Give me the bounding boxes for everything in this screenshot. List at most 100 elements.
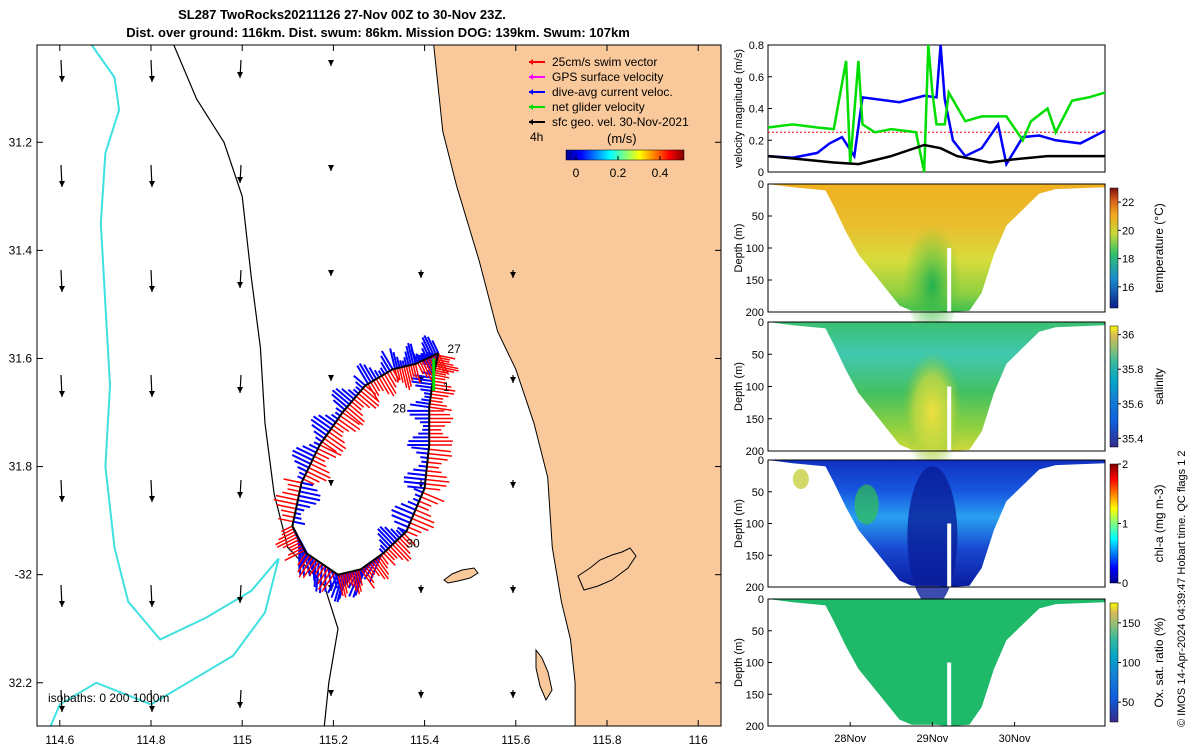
colorbar-tick-label: 150	[1122, 618, 1140, 630]
swim-vector	[332, 424, 344, 434]
colorbar-tick-label: 20	[1122, 225, 1134, 237]
dive-avg-vector	[358, 363, 372, 383]
colorbar-tick-label: 1	[1122, 519, 1128, 531]
dive-avg-vector	[292, 449, 313, 461]
dive-avg-vector	[415, 400, 430, 405]
dive-avg-vector	[368, 554, 383, 583]
dive-avg-vector	[391, 514, 411, 524]
vel-ytick-label: 0.4	[749, 104, 764, 116]
swim-vector	[273, 498, 298, 506]
dive-avg-vector	[354, 381, 364, 389]
swim-vector	[287, 546, 304, 556]
geo-arrow-head	[59, 706, 65, 712]
geo-arrow-head	[328, 480, 334, 486]
dive-avg-vector	[415, 384, 433, 389]
geo-arrow-head	[149, 496, 155, 502]
velocity-series	[767, 44, 1106, 173]
swim-vector	[362, 567, 375, 584]
vel-ytick-label: 0.2	[749, 135, 764, 147]
geo-arrow-head	[59, 496, 65, 502]
section-xtick-label: 30Nov	[999, 733, 1031, 745]
dive-avg-vector	[377, 532, 392, 548]
swim-vector	[321, 441, 337, 453]
geo-arrow-head	[237, 387, 243, 393]
dive-avg-vector	[318, 414, 334, 427]
dive-avg-vector	[297, 466, 308, 473]
legend-label: net glider velocity	[552, 100, 645, 114]
swim-vector	[428, 448, 451, 453]
isobath-1000m	[49, 45, 280, 726]
dive-avg-vector	[407, 472, 427, 477]
swim-vector	[317, 567, 330, 585]
dive-avg-vector	[396, 356, 401, 368]
geo-arrow-head	[328, 375, 334, 381]
track-day-label: 28	[393, 402, 407, 416]
swim-vector	[350, 571, 358, 592]
geo-arrow-head	[510, 482, 516, 488]
dive-avg-vector	[418, 464, 427, 468]
geo-arrow-head	[149, 286, 155, 292]
dive-avg-vector	[404, 351, 410, 366]
dive-avg-vector	[413, 487, 424, 494]
colorbar-tick-label: 50	[1122, 697, 1134, 709]
swim-vector	[315, 451, 330, 460]
track-day-label: 30	[406, 537, 420, 551]
section-ytick-label: 100	[746, 243, 764, 255]
speed-colorbar	[565, 149, 685, 161]
section-ytick-label: 200	[746, 446, 764, 458]
legend-label: sfc geo. vel. 30-Nov-2021	[552, 115, 689, 129]
swim-vector	[398, 367, 404, 383]
swim-vector	[407, 365, 413, 381]
dive-avg-vector	[293, 516, 302, 520]
geo-arrow-head	[237, 177, 243, 183]
swim-vector	[297, 554, 310, 573]
geo-arrow-head	[59, 286, 65, 292]
chl-max	[854, 484, 879, 525]
speed-tick-label: 0	[573, 166, 580, 180]
swim-vector	[346, 572, 351, 585]
dive-avg-vector	[324, 414, 337, 424]
section-ytick-label: 0	[758, 594, 764, 606]
swim-vector	[383, 373, 397, 395]
map-xtick-label: 115.6	[501, 733, 530, 747]
swim-vector	[288, 541, 301, 549]
map-xtick-label: 116	[689, 733, 708, 747]
swim-vector	[278, 517, 294, 523]
swim-vector	[341, 573, 348, 594]
section-ylabel: Depth (m)	[733, 224, 745, 273]
legend-arrowhead	[529, 119, 533, 125]
colorbar-label: chl-a (mg m-3)	[1152, 484, 1166, 562]
swim-vector	[436, 360, 454, 367]
swim-vector	[282, 514, 295, 519]
swim-vector	[378, 377, 390, 395]
swim-vector	[425, 474, 447, 479]
map-xtick-label: 115.2	[319, 733, 348, 747]
swim-vector	[434, 371, 447, 376]
swim-vector	[308, 466, 331, 479]
swim-vector	[410, 364, 415, 377]
dive-avg-vector	[310, 418, 330, 433]
swim-vector	[412, 364, 418, 379]
swim-vector	[355, 395, 371, 409]
colorbar-label: salinity	[1152, 368, 1166, 405]
swim-vector	[287, 488, 300, 493]
map-axis-ticks: 114.6 114.8 115 115.2 115.4 115.6 115.8 116 31.2…	[9, 45, 721, 747]
section-gap	[947, 662, 952, 726]
swim-vector	[317, 565, 326, 578]
dive-avg-vector	[392, 351, 399, 369]
section-ytick-label: 0	[758, 179, 764, 191]
swim-vector	[275, 494, 298, 501]
swim-vector	[344, 409, 364, 426]
speed-tick-label: 0.4	[652, 166, 669, 180]
swim-vector	[306, 470, 327, 482]
swim-vector	[319, 444, 342, 456]
dive-avg-vector	[407, 500, 418, 507]
dive-avg-vector	[331, 389, 351, 406]
dive-avg-vector	[302, 547, 312, 577]
swim-vector	[373, 559, 389, 580]
dive-avg-vector	[341, 388, 355, 400]
swim-vector	[287, 483, 301, 488]
swim-vector	[360, 568, 375, 589]
